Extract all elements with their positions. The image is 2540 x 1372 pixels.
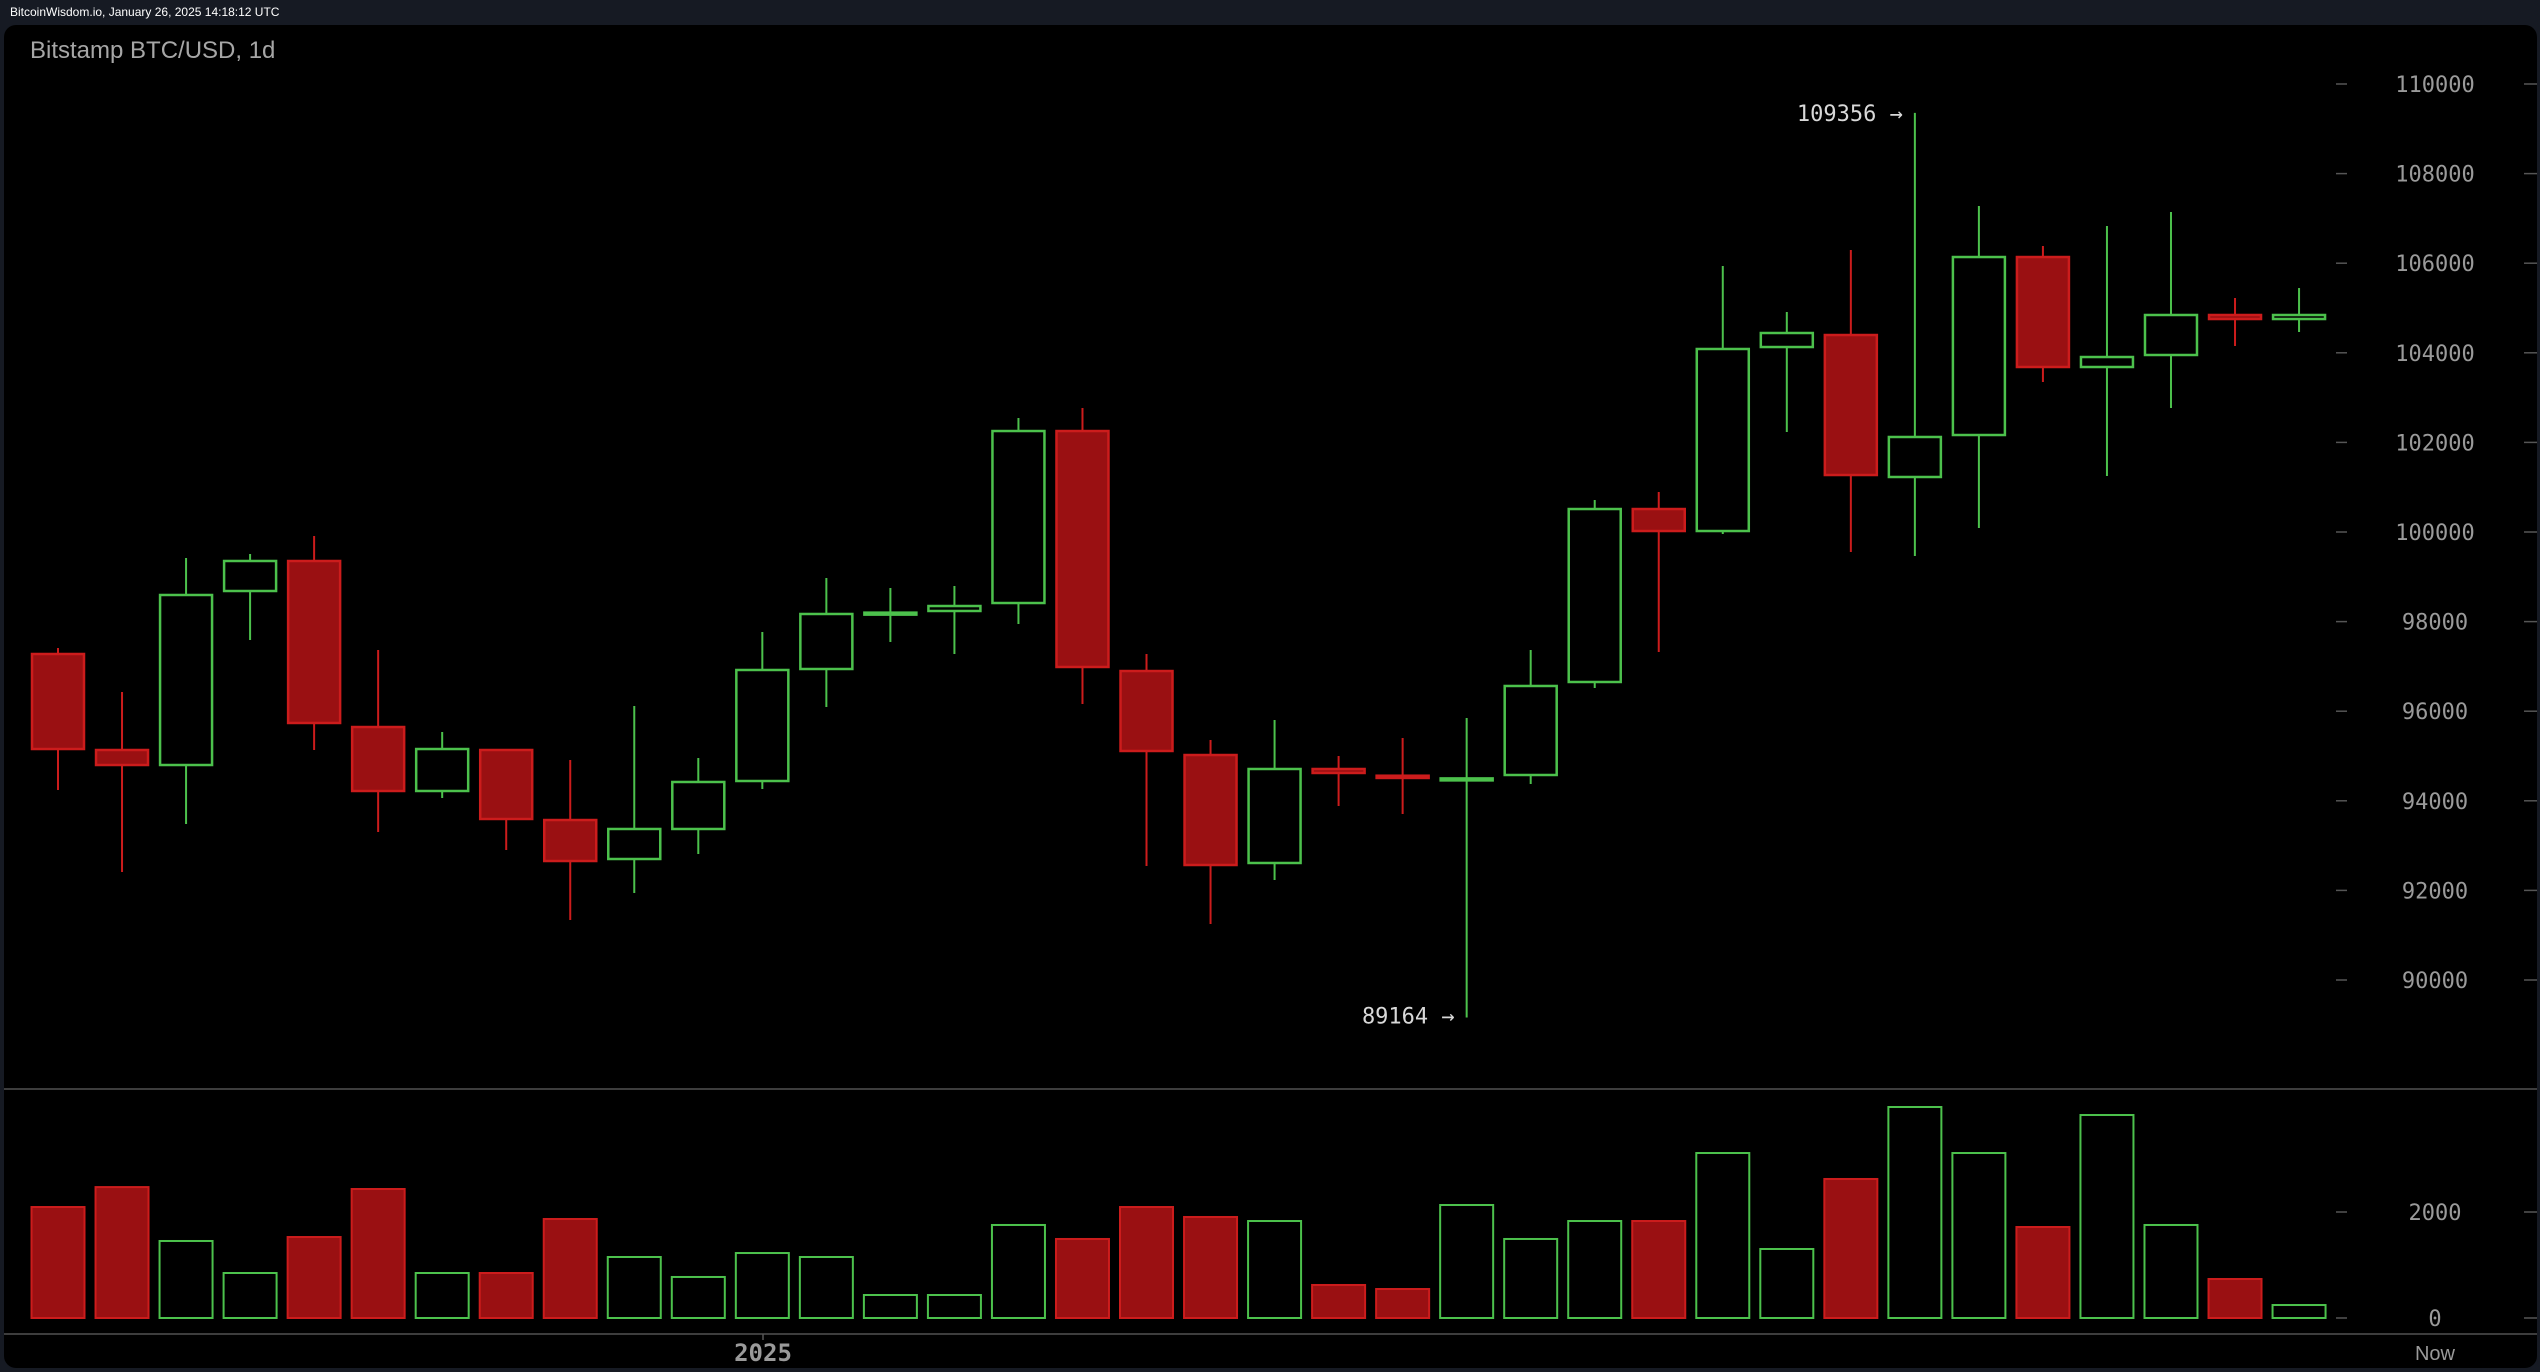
bearish-candle-body (286, 559, 342, 725)
volume-bar-down (94, 1186, 150, 1319)
volume-bar-down (1054, 1237, 1110, 1320)
volume-bar-down (286, 1236, 342, 1319)
price-axis-label: 92000 (2402, 879, 2468, 904)
bearish-candle-body (1119, 669, 1174, 753)
volume-bar-down (2207, 1277, 2263, 1319)
price-axis-label: 102000 (2395, 431, 2474, 456)
bullish-candle-body (1951, 255, 2007, 437)
bullish-candle-body (735, 668, 790, 783)
bearish-candle-body (350, 725, 406, 793)
top-info-bar: BitcoinWisdom.io, January 26, 2025 14:18… (0, 0, 2540, 25)
chart-panel: 90000 92000 94000 96000 98000 100000 102000 104… (4, 25, 2537, 1368)
volume-bar-up (414, 1272, 470, 1320)
volume-bar-down (478, 1272, 534, 1320)
price-axis-label: 110000 (2395, 73, 2474, 98)
volume-bar-up (222, 1272, 278, 1320)
volume-axis-label: 0 (2428, 1307, 2441, 1332)
bullish-candle-body (1759, 331, 1815, 349)
bullish-candle-body (607, 827, 662, 861)
bearish-candle-body (94, 748, 150, 767)
bullish-candle-body (2079, 355, 2135, 369)
volume-bar-up (606, 1255, 662, 1319)
bullish-candle-body (671, 780, 726, 831)
price-axis-label: 98000 (2402, 611, 2468, 636)
bullish-candle-body (991, 429, 1046, 605)
bearish-candle-body (1311, 767, 1366, 775)
volume-bar-up (734, 1252, 790, 1319)
bearish-candle-body (1823, 333, 1879, 477)
bullish-candle-body (799, 612, 854, 671)
volume-bar-down (1823, 1177, 1879, 1319)
source-timestamp: BitcoinWisdom.io, January 26, 2025 14:18… (10, 5, 280, 19)
volume-bar-up (1567, 1220, 1623, 1320)
bullish-candle-body (222, 559, 278, 593)
volume-bar-up (1759, 1247, 1815, 1320)
volume-bar-down (542, 1217, 598, 1319)
volume-bar-down (2015, 1225, 2071, 1320)
chart-title: Bitstamp BTC/USD, 1d (30, 37, 276, 64)
volume-bar-up (1887, 1106, 1943, 1319)
bullish-candle-body (158, 593, 214, 767)
volume-bar-up (1247, 1220, 1303, 1320)
bearish-candle-body (478, 748, 534, 821)
bullish-candle-body (1887, 435, 1943, 479)
time-axis-year-label: 2025 (734, 1339, 792, 1367)
bearish-candle-body (2207, 313, 2263, 321)
price-axis-label: 96000 (2402, 700, 2468, 725)
volume-bar-down (1183, 1215, 1239, 1320)
volume-bar-up (1503, 1237, 1559, 1320)
bearish-candle-body (2015, 255, 2071, 369)
volume-bar-down (30, 1206, 86, 1319)
bullish-candle-body (2271, 313, 2327, 321)
period-low-annotation: 89164 → (1362, 1004, 1455, 1029)
volume-bar-down (1375, 1288, 1431, 1320)
volume-bar-up (2271, 1304, 2327, 1320)
price-axis-label: 108000 (2395, 163, 2474, 188)
volume-bar-up (798, 1255, 854, 1319)
bullish-candle-body (1567, 507, 1622, 684)
price-axis-label: 100000 (2395, 521, 2474, 546)
bullish-candle-body (2143, 313, 2199, 357)
period-high-annotation: 109356 → (1797, 102, 1903, 127)
bearish-candle-body (30, 652, 86, 751)
bullish-candle-body (1439, 777, 1494, 782)
volume-bar-up (2079, 1114, 2135, 1320)
volume-axis-label: 2000 (2409, 1201, 2462, 1226)
volume-bar-down (350, 1187, 406, 1320)
price-axis-label: 90000 (2402, 969, 2468, 994)
time-axis-now-label: Now (2415, 1343, 2456, 1365)
bearish-candle-body (1375, 774, 1430, 780)
volume-bar-up (158, 1239, 214, 1319)
bullish-candle-body (863, 611, 918, 616)
price-axis-label: 94000 (2402, 790, 2468, 815)
bullish-candle-body (414, 747, 470, 793)
volume-bar-up (862, 1293, 918, 1320)
bullish-candle-body (1247, 767, 1302, 865)
bearish-candle-body (542, 818, 598, 863)
volume-bar-up (1695, 1152, 1751, 1319)
bearish-candle-body (1055, 429, 1110, 669)
bearish-candle-body (1183, 753, 1238, 867)
volume-bar-up (1951, 1152, 2007, 1319)
volume-bar-up (926, 1293, 982, 1320)
volume-bar-down (1119, 1206, 1175, 1319)
volume-bar-up (1439, 1204, 1495, 1320)
volume-bar-down (1631, 1220, 1687, 1320)
bullish-candle-body (927, 604, 982, 613)
volume-bar-up (2143, 1223, 2199, 1319)
price-axis-label: 104000 (2395, 342, 2474, 367)
volume-bar-down (1311, 1283, 1367, 1319)
price-axis-label: 106000 (2395, 252, 2474, 277)
bullish-candle-body (1695, 347, 1751, 533)
candlestick-chart: 90000 92000 94000 96000 98000 100000 102000 104… (4, 73, 2537, 1367)
bullish-candle-body (1503, 684, 1558, 777)
volume-bar-up (670, 1275, 726, 1320)
volume-bar-up (990, 1223, 1046, 1319)
bearish-candle-body (1631, 507, 1686, 533)
